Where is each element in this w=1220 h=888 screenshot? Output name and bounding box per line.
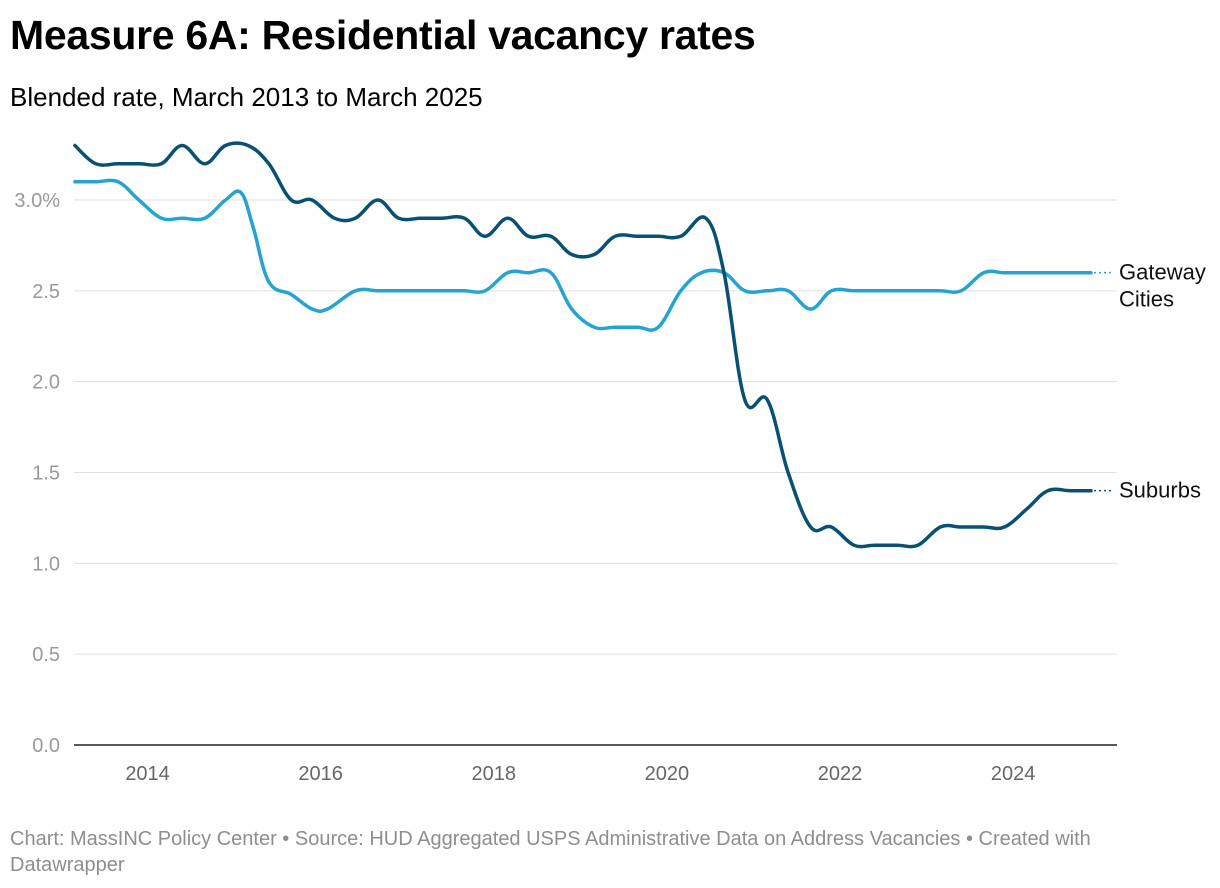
series-lines xyxy=(73,141,1093,549)
footer-separator: • xyxy=(960,828,979,850)
y-tick-label: 2.5 xyxy=(32,281,60,303)
footer-created-with: Created with Datawrapper xyxy=(10,828,1091,876)
y-tick-label: 2.0 xyxy=(32,372,60,394)
y-axis-ticks: 0.0 0.5 1.0 1.5 2.0 2.5 3.0% xyxy=(14,190,60,757)
x-tick-label: 2018 xyxy=(472,763,517,785)
series-label-gateway-cities: Cities xyxy=(1119,287,1174,312)
series-label-gateway-cities: Gateway xyxy=(1119,260,1206,285)
y-tick-label: 3.0% xyxy=(14,190,60,212)
x-tick-label: 2020 xyxy=(645,763,690,785)
y-tick-label: 0.0 xyxy=(32,735,60,757)
gridlines xyxy=(74,199,1117,746)
y-tick-label: 1.5 xyxy=(32,463,60,485)
footer-separator: • xyxy=(276,828,295,850)
series-line-gateway-cities xyxy=(73,178,1093,332)
footer-credit: Chart: MassINC Policy Center xyxy=(10,828,277,850)
footer-source: Source: HUD Aggregated USPS Administrati… xyxy=(294,828,961,850)
y-tick-label: 1.0 xyxy=(32,553,60,575)
x-tick-label: 2014 xyxy=(125,763,170,785)
x-tick-label: 2022 xyxy=(818,763,863,785)
x-tick-label: 2016 xyxy=(298,763,343,785)
chart-title: Measure 6A: Residential vacancy rates xyxy=(10,12,756,58)
series-line-suburbs xyxy=(73,141,1093,549)
y-tick-label: 0.5 xyxy=(32,644,60,666)
series-label-suburbs: Suburbs xyxy=(1119,478,1201,503)
chart-footer: Chart: MassINC Policy Center • Source: H… xyxy=(10,826,1205,878)
chart-subtitle: Blended rate, March 2013 to March 2025 xyxy=(10,82,483,112)
x-axis-ticks: 2014 2016 2018 2020 2022 2024 xyxy=(125,763,1035,785)
x-tick-label: 2024 xyxy=(991,763,1036,785)
